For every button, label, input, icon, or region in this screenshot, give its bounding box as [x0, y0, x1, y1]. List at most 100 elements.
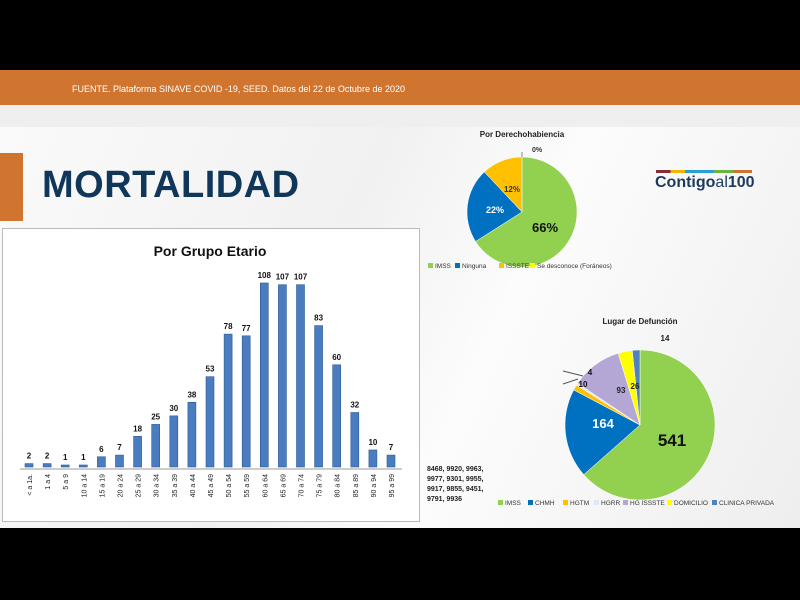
legend-label: DOMICILIO [674, 500, 708, 507]
legend-label: ISSSTE [506, 263, 530, 270]
source-text: FUENTE. Plataforma SINAVE COVID -19, SEE… [72, 84, 405, 94]
bar-value-label: 2 [45, 452, 50, 461]
x-tick-label: 50 a 54 [226, 474, 233, 497]
logo-stripe [656, 170, 752, 173]
age-chart-frame [2, 228, 420, 522]
pie1-value-label: 66% [532, 220, 558, 235]
pie-slice [564, 389, 641, 475]
bar [97, 456, 106, 468]
bar [223, 333, 233, 468]
bar [259, 282, 269, 468]
legend-label: IMSS [435, 263, 452, 270]
title-accent [0, 153, 23, 221]
header-band [0, 70, 800, 105]
x-tick-label: 55 a 59 [244, 474, 251, 497]
bar [205, 376, 215, 468]
bar [133, 436, 142, 468]
leader-line [562, 370, 584, 377]
legend-label: CLINICA PRIVADA [719, 500, 775, 507]
bar [350, 412, 360, 468]
logo: Contigoal100 [655, 174, 755, 191]
bar [151, 424, 160, 468]
pie-slice [583, 349, 716, 501]
pie-slice [631, 349, 641, 426]
pie-slice [483, 156, 523, 213]
pie2-title: Lugar de Defunción [602, 317, 677, 326]
legend-swatch [428, 263, 433, 268]
legend-swatch [530, 263, 535, 268]
bar [60, 464, 70, 468]
legend-label: Se desconoce (Foráneos) [537, 263, 612, 270]
x-tick-label: 35 a 39 [172, 474, 179, 497]
bar-value-label: 83 [314, 314, 323, 323]
pie2-value-label: 93 [617, 386, 626, 395]
bar-value-label: 1 [81, 453, 86, 462]
bar-value-label: 32 [350, 400, 359, 409]
bar [24, 463, 34, 468]
bar-value-label: 107 [276, 273, 290, 282]
x-tick-label: < a 1a. [27, 474, 34, 496]
bar [278, 284, 287, 468]
x-tick-label: 20 a 24 [118, 474, 125, 497]
x-tick-label: 95 a 99 [389, 474, 396, 497]
bar-value-label: 18 [133, 424, 142, 433]
pie2-value-label: 10 [579, 380, 588, 389]
legend-swatch [528, 500, 533, 505]
pie1-value-label: 22% [486, 205, 504, 215]
bar [169, 415, 179, 468]
pie2-value-label: 164 [592, 416, 614, 431]
pie1-value-label: 12% [504, 185, 520, 194]
legend-swatch [563, 500, 568, 505]
x-tick-label: 70 a 74 [299, 474, 306, 497]
x-tick-label: 40 a 44 [190, 474, 197, 497]
legend-label: IMSS [505, 500, 522, 507]
leader-line [562, 378, 579, 385]
x-tick-label: 15 a 19 [99, 474, 106, 497]
bar-value-label: 10 [368, 438, 377, 447]
legend-label: Ninguna [462, 263, 487, 270]
note-text: 8468, 9920, 9963, 9977, 9301, 9955, 9917, … [427, 466, 483, 503]
bar [115, 454, 124, 468]
bar-chart-title: Por Grupo Etario [154, 243, 267, 259]
bar-value-label: 6 [99, 445, 104, 454]
bar-value-label: 2 [27, 452, 32, 461]
bar-value-label: 25 [151, 412, 160, 421]
pie2-value-label: 4 [588, 368, 593, 377]
pie2-value-label: 14 [661, 334, 670, 343]
legend-swatch [499, 263, 504, 268]
bar [42, 463, 52, 468]
bar [241, 335, 251, 468]
x-tick-label: 90 a 94 [371, 474, 378, 497]
bar-value-label: 7 [117, 443, 122, 452]
x-tick-label: 5 a 9 [63, 474, 70, 490]
bar-value-label: 107 [294, 273, 308, 282]
legend-swatch [455, 263, 460, 268]
bar [187, 401, 197, 468]
legend-label: HGTM [570, 500, 589, 507]
x-tick-label: 60 a 64 [262, 474, 269, 497]
bar-value-label: 1 [63, 453, 68, 462]
pie-slice [475, 156, 578, 268]
x-tick-label: 30 a 34 [154, 474, 161, 497]
bar-value-label: 38 [187, 390, 196, 399]
bar [314, 325, 323, 468]
pie2-value-label: 541 [658, 431, 686, 450]
bar [332, 364, 342, 468]
x-tick-label: 1 a 4 [45, 474, 52, 490]
legend-swatch [623, 500, 628, 505]
pie2-value-label: 26 [631, 382, 640, 391]
bar-value-label: 30 [169, 404, 178, 413]
bar-value-label: 78 [224, 322, 233, 331]
page-title: MORTALIDAD [42, 164, 300, 206]
bar-value-label: 108 [258, 271, 272, 280]
x-tick-label: 80 a 84 [335, 474, 342, 497]
bar [368, 449, 378, 468]
legend-swatch [712, 500, 717, 505]
bar-value-label: 77 [242, 324, 251, 333]
x-tick-label: 85 a 89 [353, 474, 360, 497]
legend-swatch [667, 500, 672, 505]
x-tick-label: 25 a 29 [136, 474, 143, 497]
legend-label: CHMH [535, 500, 555, 507]
x-tick-label: 10 a 14 [81, 474, 88, 497]
